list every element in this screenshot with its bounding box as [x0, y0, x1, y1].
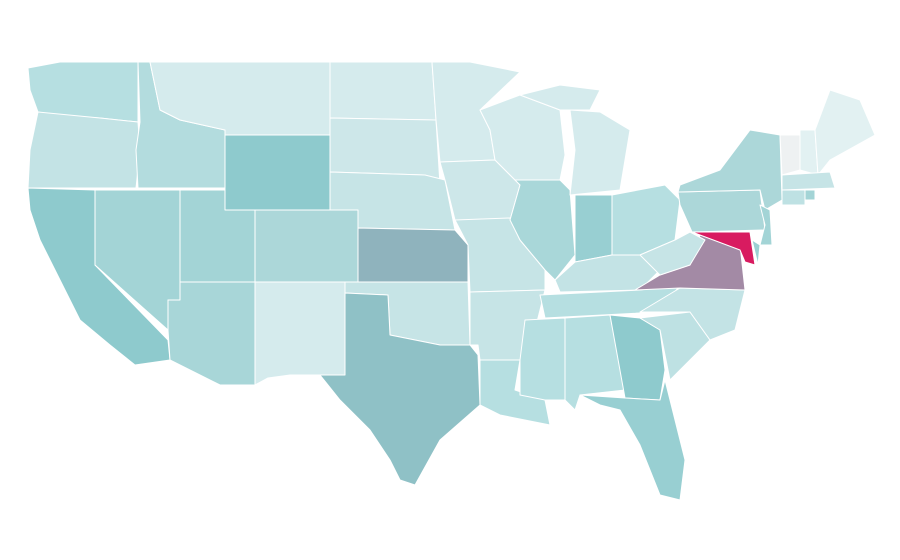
state — [759, 204, 773, 246]
states — [27, 61, 876, 501]
state — [479, 359, 551, 426]
state — [639, 311, 711, 381]
state — [781, 189, 806, 206]
state — [574, 194, 613, 263]
state — [677, 189, 766, 233]
state — [639, 231, 706, 276]
state — [579, 379, 686, 501]
state — [357, 227, 469, 283]
state — [519, 84, 601, 111]
state — [254, 281, 346, 386]
state — [804, 189, 816, 201]
state — [254, 209, 359, 283]
state — [27, 111, 141, 189]
state — [691, 231, 756, 266]
state — [569, 109, 631, 196]
state — [781, 171, 836, 191]
state — [289, 292, 481, 486]
state — [779, 134, 801, 176]
state — [519, 317, 566, 401]
state — [329, 61, 437, 121]
state — [751, 239, 761, 266]
state — [509, 179, 576, 281]
state — [224, 134, 331, 211]
